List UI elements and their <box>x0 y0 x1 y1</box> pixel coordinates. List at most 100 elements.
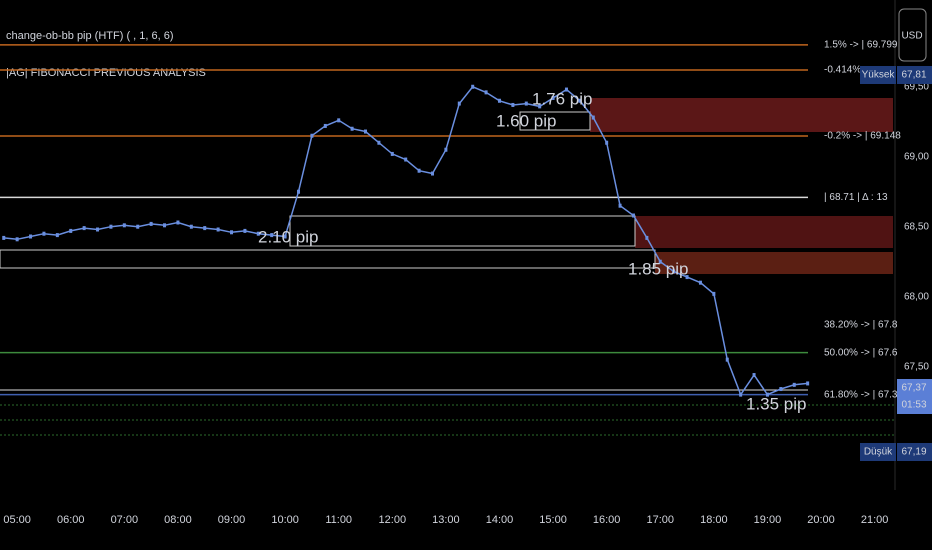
level-label: 1.5% -> | 69.799 <box>824 40 898 51</box>
y-tick-label: 68,00 <box>904 291 929 302</box>
price-badge <box>897 396 932 414</box>
price-badge-name: Yüksek <box>862 70 896 81</box>
pip-label: 1.85 pip <box>628 259 689 278</box>
x-tick-label: 20:00 <box>807 514 835 526</box>
price-point <box>82 226 86 231</box>
price-point <box>55 233 59 238</box>
price-point <box>806 381 810 386</box>
y-tick-label: 67,50 <box>904 361 929 372</box>
pip-label: 1.76 pip <box>532 89 593 108</box>
price-point <box>2 235 6 240</box>
level-label: -0.414% -> <box>824 65 873 76</box>
price-point <box>792 382 796 387</box>
price-point <box>538 104 542 109</box>
price-point <box>672 269 676 274</box>
pip-label: 1.35 pip <box>746 394 807 413</box>
x-tick-label: 06:00 <box>57 514 85 526</box>
x-tick-label: 14:00 <box>486 514 514 526</box>
price-badge <box>897 379 932 397</box>
price-point <box>176 220 180 225</box>
price-point <box>256 231 260 236</box>
x-tick-label: 07:00 <box>111 514 139 526</box>
price-point <box>364 129 368 134</box>
price-point <box>698 280 702 285</box>
price-point <box>497 98 501 103</box>
price-badge-label: 67,81 <box>901 70 926 81</box>
price-point <box>484 90 488 95</box>
price-point <box>189 224 193 229</box>
currency-label: USD <box>901 31 922 42</box>
price-point <box>524 101 528 106</box>
box <box>289 215 636 247</box>
price-badge-label: 01:53 <box>901 400 926 411</box>
pip-label: 1.60 pip <box>496 111 557 130</box>
price-point <box>457 101 461 106</box>
price-point <box>350 126 354 131</box>
price-point <box>685 275 689 280</box>
price-point <box>42 231 46 236</box>
price-point <box>337 118 341 123</box>
price-badge-label: 67,19 <box>901 447 926 458</box>
x-tick-label: 08:00 <box>164 514 192 526</box>
price-point <box>216 227 220 232</box>
price-point <box>605 140 609 145</box>
price-point <box>752 373 756 378</box>
chart-title: change-ob-bb pip (HTF) ( , 1, 6, 6) <box>6 30 174 42</box>
x-tick-label: 13:00 <box>432 514 460 526</box>
x-tick-label: 18:00 <box>700 514 728 526</box>
price-point <box>69 228 73 233</box>
price-point <box>203 226 207 231</box>
price-badge-label: 67,37 <box>901 383 926 394</box>
x-tick-label: 15:00 <box>539 514 567 526</box>
y-tick-label: 68,50 <box>904 221 929 232</box>
x-tick-label: 19:00 <box>754 514 782 526</box>
price-point <box>631 213 635 218</box>
supply-zone <box>590 98 893 132</box>
price-point <box>578 98 582 103</box>
price-point <box>779 387 783 392</box>
level-label: 50.00% -> | 67.6 <box>824 347 898 358</box>
level-label: 61.80% -> | 67.3 <box>824 389 898 400</box>
supply-zone <box>635 216 893 248</box>
price-badge-name-bg <box>860 66 896 84</box>
x-tick-label: 05:00 <box>3 514 31 526</box>
chart-subtitle: |AG| FIBONACCI PREVIOUS ANALYSIS <box>6 67 206 79</box>
currency-button[interactable] <box>898 8 927 62</box>
price-point <box>645 235 649 240</box>
price-point <box>404 157 408 162</box>
y-tick-label: 69,00 <box>904 151 929 162</box>
x-tick-label: 16:00 <box>593 514 621 526</box>
price-point <box>725 357 729 362</box>
supply-zone <box>655 252 893 274</box>
price-point <box>243 228 247 233</box>
price-point <box>390 151 394 156</box>
price-point <box>122 223 126 228</box>
price-point <box>430 171 434 176</box>
price-point <box>739 392 743 397</box>
x-tick-label: 12:00 <box>379 514 407 526</box>
level-label: | 68.71 | Δ : 13 <box>824 192 888 203</box>
x-tick-label: 21:00 <box>861 514 889 526</box>
price-point <box>471 84 475 89</box>
price-point <box>96 227 100 232</box>
y-tick-label: 69,50 <box>904 81 929 92</box>
zones <box>0 0 896 490</box>
level-label: 38.20% -> | 67.8 <box>824 319 898 330</box>
price-point <box>283 234 287 239</box>
box <box>519 111 591 131</box>
price-point <box>136 224 140 229</box>
price-point <box>230 230 234 235</box>
x-tick-label: 11:00 <box>325 514 352 526</box>
price-point <box>377 140 381 145</box>
level-label: -0.2% -> | 69.148 <box>824 131 901 142</box>
price-point <box>712 291 716 296</box>
price-point <box>417 168 421 173</box>
price-point <box>297 189 301 194</box>
price-point <box>658 259 662 264</box>
price-point <box>149 221 153 226</box>
price-point <box>444 147 448 152</box>
price-point <box>618 203 622 208</box>
